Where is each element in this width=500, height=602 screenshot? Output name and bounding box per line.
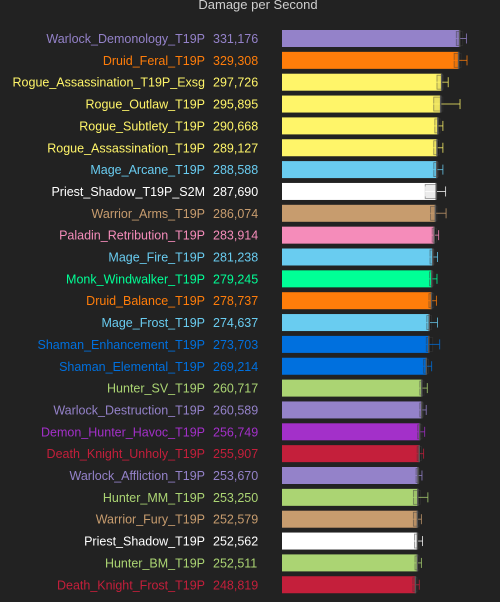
bar [282,379,422,397]
bar [282,292,432,310]
bar [282,51,459,69]
bar [282,95,441,113]
value-label: 283,914 [213,229,258,243]
bar [282,357,427,375]
category-label: Warrior_Arms_T19P [92,207,205,221]
chart-title: Damage per Second [198,0,317,12]
value-label: 252,511 [213,556,257,570]
value-label: 253,670 [213,469,258,483]
bar [282,401,422,419]
category-label: Paladin_Retribution_T19P [59,229,205,243]
bar [282,117,438,135]
category-label: Priest_Shadow_T19P_S2M [51,185,205,199]
bar [282,510,418,528]
value-label: 286,074 [213,207,258,221]
bar [282,488,418,506]
bar [282,576,416,594]
category-label: Hunter_SV_T19P [107,382,205,396]
category-label: Rogue_Assassination_T19P_Exsg [13,76,206,90]
category-label: Death_Knight_Unholy_T19P [47,447,205,461]
value-label: 255,907 [213,447,258,461]
category-label: Shaman_Elemental_T19P [59,360,205,374]
bar [282,423,420,441]
category-label: Priest_Shadow_T19P [84,535,205,549]
bar [282,270,432,288]
category-label: Druid_Balance_T19P [86,294,205,308]
category-label: Death_Knight_Frost_T19P [57,578,205,592]
category-label: Mage_Fire_T19P [108,251,205,265]
value-label: 260,589 [213,403,258,417]
value-label: 269,214 [213,360,258,374]
value-label: 289,127 [213,141,258,155]
bar [282,314,430,332]
bar-group: Warlock_Demonology_T19P 331,176 Druid_Fera… [13,30,468,594]
category-label: Rogue_Subtlety_T19P [79,119,205,133]
value-label: 329,308 [213,54,258,68]
category-label: Monk_Windwalker_T19P [66,272,205,286]
bar [282,73,442,91]
bar [282,139,438,157]
category-label: Mage_Arcane_T19P [90,163,205,177]
value-label: 274,637 [213,316,258,330]
value-label: 256,749 [213,425,258,439]
value-label: 279,245 [213,272,258,286]
bar [282,248,433,266]
value-label: 290,668 [213,119,258,133]
value-label: 260,717 [213,382,258,396]
bar [282,467,419,484]
category-label: Hunter_BM_T19P [105,556,205,570]
bar [282,554,418,572]
value-label: 295,895 [213,98,258,112]
value-label: 287,690 [213,185,258,199]
value-label: 252,562 [213,535,258,549]
value-label: 253,250 [213,491,258,505]
category-label: Warrior_Fury_T19P [96,513,205,527]
value-label: 278,737 [213,294,258,308]
value-label: 297,726 [213,76,258,90]
bar [282,445,420,463]
category-label: Hunter_MM_T19P [103,491,205,505]
value-label: 273,703 [213,338,258,352]
value-label: 248,819 [213,578,258,592]
bar [282,532,418,550]
bar [282,335,429,353]
category-label: Mage_Frost_T19P [101,316,205,330]
value-label: 331,176 [213,32,258,46]
category-label: Druid_Feral_T19P [103,54,205,68]
category-label: Rogue_Assassination_T19P [47,141,205,155]
bar [282,30,460,47]
category-label: Shaman_Enhancement_T19P [38,338,205,352]
category-label: Rogue_Outlaw_T19P [85,98,205,112]
category-label: Demon_Hunter_Havoc_T19P [41,425,205,439]
bar [282,226,435,244]
category-label: Warlock_Affliction_T19P [70,469,205,483]
bar [282,182,437,200]
value-label: 252,579 [213,513,258,527]
category-label: Warlock_Destruction_T19P [53,403,205,417]
value-label: 281,238 [213,251,258,265]
bar [282,204,436,222]
bar [282,161,437,179]
value-label: 288,588 [213,163,258,177]
category-label: Warlock_Demonology_T19P [46,32,205,46]
